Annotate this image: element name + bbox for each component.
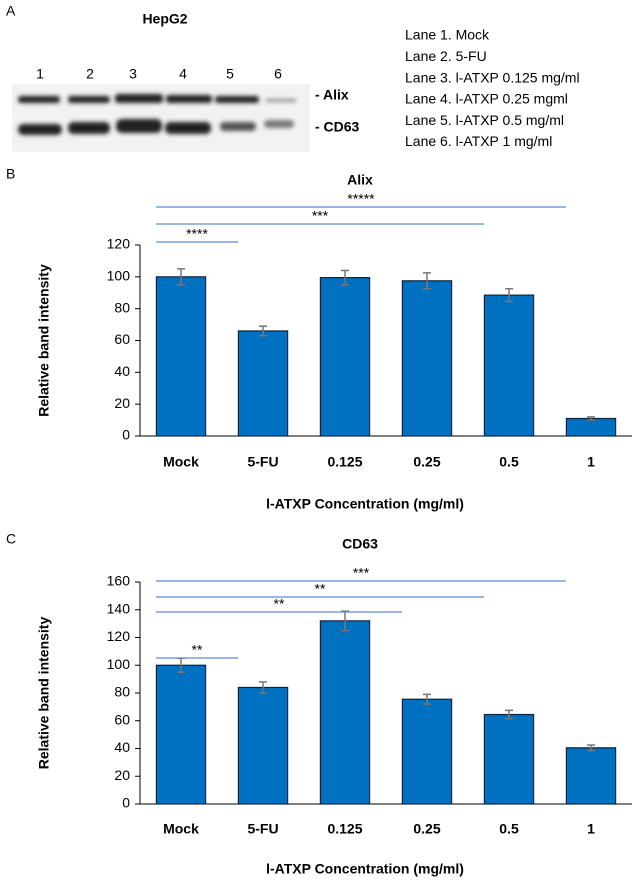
y-axis-label: Relative band intensity xyxy=(36,264,52,417)
bar xyxy=(483,713,535,805)
y-tick-label: 160 xyxy=(107,573,131,589)
y-tick-label: 100 xyxy=(107,656,131,672)
y-tick-label: 20 xyxy=(114,767,130,783)
blot-bands xyxy=(18,94,296,135)
y-tick-label: 20 xyxy=(114,395,130,411)
bar xyxy=(319,277,371,437)
lane-label: 5 xyxy=(226,66,234,82)
y-tick-label: 0 xyxy=(122,427,130,443)
legend-entry: Lane 5. l-ATXP 0.5 mg/ml xyxy=(405,112,564,128)
y-axis-label: Relative band intensity xyxy=(36,617,52,770)
bar xyxy=(155,664,207,805)
chart-title: CD63 xyxy=(342,536,378,552)
x-tick-label: 1 xyxy=(587,454,595,470)
bar xyxy=(565,417,617,437)
legend-entry: Lane 1. Mock xyxy=(405,27,490,43)
bar xyxy=(237,686,289,805)
bar xyxy=(483,294,535,437)
significance-label: ***** xyxy=(347,191,375,207)
x-tick-label: Mock xyxy=(163,454,199,470)
y-tick-label: 80 xyxy=(114,684,130,700)
x-tick-label: Mock xyxy=(163,821,199,837)
x-tick-label: 0.25 xyxy=(413,454,440,470)
significance-label: *** xyxy=(312,208,329,224)
band-label: - Alix xyxy=(315,87,349,103)
y-tick-label: 140 xyxy=(107,600,131,616)
lane-label: 4 xyxy=(179,66,187,82)
x-tick-label: 0.125 xyxy=(327,821,362,837)
lane-label: 6 xyxy=(274,66,282,82)
significance-label: **** xyxy=(186,226,208,242)
x-tick-label: 0.5 xyxy=(499,454,519,470)
bar xyxy=(319,620,371,805)
y-tick-label: 0 xyxy=(122,795,130,811)
y-tick-label: 100 xyxy=(107,268,131,284)
x-axis-label: l-ATXP Concentration (mg/ml) xyxy=(266,861,464,877)
lane-label: 3 xyxy=(129,66,137,82)
y-tick-label: 120 xyxy=(107,628,131,644)
x-tick-label: 5-FU xyxy=(247,821,278,837)
legend-entry: Lane 4. l-ATXP 0.25 mgml xyxy=(405,91,568,107)
blot-title: HepG2 xyxy=(142,11,187,27)
y-tick-label: 40 xyxy=(114,363,130,379)
x-tick-label: 1 xyxy=(587,821,595,837)
lane-label: 1 xyxy=(36,66,44,82)
significance-label: ** xyxy=(192,642,203,658)
x-tick-label: 5-FU xyxy=(247,454,278,470)
x-tick-label: 0.5 xyxy=(499,821,519,837)
panel-label: C xyxy=(6,531,16,547)
panel-label: B xyxy=(6,166,15,182)
bar xyxy=(565,747,617,805)
chart-title: Alix xyxy=(347,172,373,188)
bar xyxy=(401,698,453,805)
legend-entry: Lane 3. l-ATXP 0.125 mg/ml xyxy=(405,69,580,85)
bar xyxy=(401,280,453,437)
legend-entry: Lane 2. 5-FU xyxy=(405,48,487,64)
lane-label: 2 xyxy=(86,66,94,82)
significance-label: *** xyxy=(353,565,370,581)
x-axis-label: l-ATXP Concentration (mg/ml) xyxy=(266,496,464,512)
x-tick-label: 0.25 xyxy=(413,821,440,837)
significance-label: ** xyxy=(315,581,326,597)
significance-label: ** xyxy=(274,596,285,612)
band-label: - CD63 xyxy=(315,119,360,135)
y-tick-label: 80 xyxy=(114,299,130,315)
bar xyxy=(237,330,289,437)
y-tick-label: 60 xyxy=(114,331,130,347)
bar xyxy=(155,276,207,437)
y-tick-label: 40 xyxy=(114,739,130,755)
y-tick-label: 120 xyxy=(107,236,131,252)
legend-entry: Lane 6. l-ATXP 1 mg/ml xyxy=(405,133,552,149)
y-tick-label: 60 xyxy=(114,711,130,727)
panel-label: A xyxy=(6,3,16,19)
x-tick-label: 0.125 xyxy=(327,454,362,470)
